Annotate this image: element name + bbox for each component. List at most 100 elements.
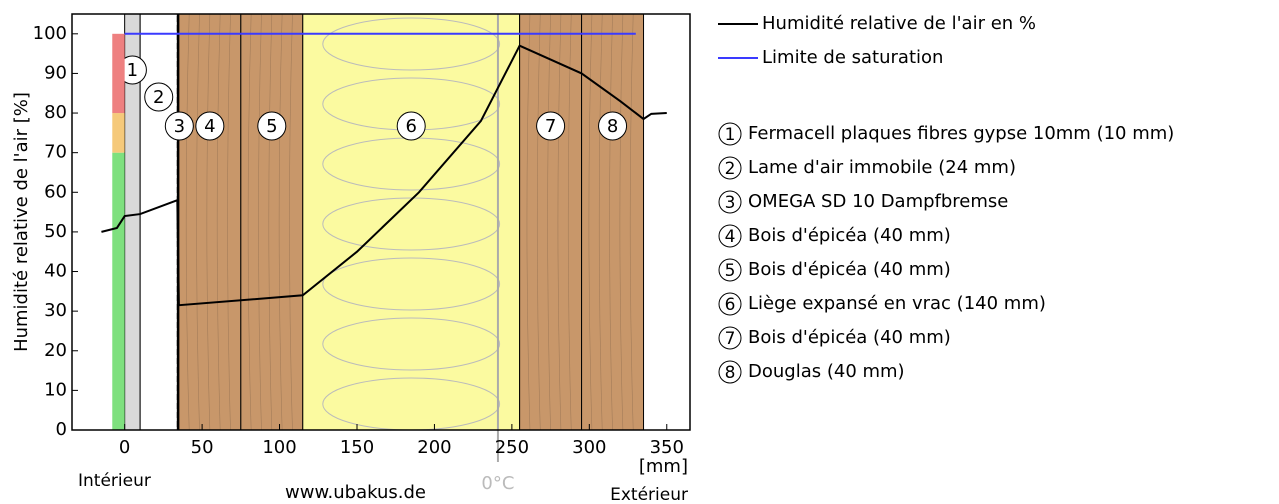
comfort-band <box>112 113 125 153</box>
legend-marker <box>718 326 742 350</box>
outside-label: Extérieur <box>610 485 688 504</box>
legend-label: Limite de saturation <box>762 47 943 68</box>
x-tick-label: 350 <box>650 437 684 458</box>
layer-number: 8 <box>607 116 618 137</box>
layer-marker <box>598 111 628 141</box>
layer-name: Lame d'air immobile (24 mm) <box>748 157 1016 178</box>
x-tick-label: 250 <box>495 437 529 458</box>
legend-marker <box>718 360 742 384</box>
legend-marker <box>718 258 742 282</box>
wood-grain <box>258 13 262 431</box>
insulation-pattern <box>322 17 501 71</box>
layer-number: 6 <box>405 116 416 137</box>
y-tick-label: 70 <box>44 142 67 163</box>
layer-marker <box>164 111 194 141</box>
layer <box>240 13 304 431</box>
y-tick-label: 0 <box>56 419 67 440</box>
x-tick-label: 50 <box>191 437 214 458</box>
y-axis-label: Humidité relative de l'air [%] <box>11 92 32 352</box>
comfort-band <box>112 33 125 114</box>
y-tick-label: 20 <box>44 340 67 361</box>
x-tick-label: 300 <box>572 437 606 458</box>
legend-number: 4 <box>725 227 736 247</box>
layer <box>519 13 583 431</box>
layer-number: 3 <box>174 116 185 137</box>
layer-marker <box>257 111 287 141</box>
y-tick-label: 10 <box>44 379 67 400</box>
legend-marker <box>718 292 742 316</box>
layer-name: Fermacell plaques fibres gypse 10mm (10 … <box>748 123 1174 144</box>
wood-grain <box>206 13 211 431</box>
layer-number: 1 <box>127 60 138 81</box>
layer <box>178 13 242 431</box>
legend-label: Humidité relative de l'air en % <box>762 13 1036 34</box>
legend-number: 3 <box>725 193 736 213</box>
wood-grain <box>547 13 551 431</box>
layer-marker <box>396 111 426 141</box>
wood-grain <box>227 13 231 431</box>
wood-grain <box>588 13 593 431</box>
insulation-pattern <box>322 257 501 311</box>
layer-number: 2 <box>153 87 164 108</box>
wood-grain <box>567 13 572 431</box>
insulation-pattern <box>322 197 501 251</box>
x-tick-label: 200 <box>417 437 451 458</box>
layer-marker <box>144 82 174 112</box>
x-axis-label: [mm] <box>639 456 688 477</box>
insulation-pattern <box>322 317 501 371</box>
y-tick-label: 40 <box>44 261 67 282</box>
wood-grain <box>216 13 221 431</box>
plot-frame <box>71 13 691 431</box>
wood-grain <box>185 13 190 431</box>
legend-number: 2 <box>725 159 736 179</box>
layer <box>302 13 521 431</box>
wood-grain <box>289 13 293 431</box>
series-line <box>101 44 667 307</box>
wood-grain <box>598 13 603 431</box>
layer-name: Douglas (40 mm) <box>748 361 905 382</box>
layer <box>139 13 178 431</box>
legend-number: 8 <box>725 363 736 383</box>
wood-grain <box>536 13 541 431</box>
legend-number: 7 <box>725 329 736 349</box>
x-tick-label: 0 <box>119 437 130 458</box>
y-tick-label: 90 <box>44 62 67 83</box>
layer-name: Bois d'épicéa (40 mm) <box>748 327 951 348</box>
wood-grain <box>278 13 283 431</box>
wood-grain <box>557 13 562 431</box>
y-tick-label: 80 <box>44 102 67 123</box>
layer-number: 4 <box>204 116 215 137</box>
watermark: www.ubakus.de <box>285 482 426 503</box>
legend-marker <box>718 156 742 180</box>
layer-number: 5 <box>266 116 277 137</box>
wood-grain <box>196 13 200 431</box>
layer-name: Bois d'épicéa (40 mm) <box>748 225 951 246</box>
layer-marker <box>536 111 566 141</box>
legend-number: 1 <box>725 125 736 145</box>
x-tick-label: 150 <box>340 437 374 458</box>
layer-marker <box>195 111 225 141</box>
legend-number: 6 <box>725 295 736 315</box>
comfort-band <box>112 152 125 430</box>
x-tick-label: 100 <box>262 437 296 458</box>
y-tick-label: 50 <box>44 221 67 242</box>
layer-name: Liège expansé en vrac (140 mm) <box>748 293 1046 314</box>
wood-grain <box>247 13 252 431</box>
legend-number: 5 <box>725 261 736 281</box>
wood-grain <box>526 13 531 431</box>
layer-name: Bois d'épicéa (40 mm) <box>748 259 951 280</box>
wood-grain <box>629 13 634 431</box>
y-tick-label: 30 <box>44 300 67 321</box>
legend-marker <box>718 190 742 214</box>
inside-label: Intérieur <box>78 471 151 491</box>
wood-grain <box>609 13 613 431</box>
wood-grain <box>619 13 624 431</box>
layer <box>581 13 645 431</box>
layer-number: 7 <box>545 116 556 137</box>
y-tick-label: 100 <box>33 23 67 44</box>
layer-name: OMEGA SD 10 Dampfbremse <box>748 191 1008 212</box>
legend-marker <box>718 224 742 248</box>
wood-grain <box>268 13 273 431</box>
y-tick-label: 60 <box>44 181 67 202</box>
